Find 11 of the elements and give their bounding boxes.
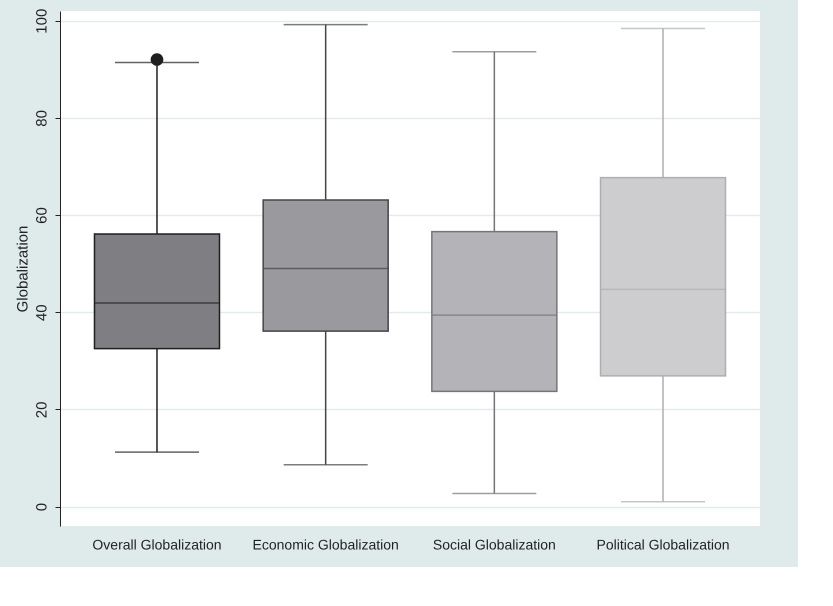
y-tick-label: 40 <box>34 304 50 322</box>
y-axis-title: Globalization <box>14 226 32 312</box>
x-tick-label: Social Globalization <box>432 536 556 552</box>
y-tick-label: 100 <box>34 8 50 34</box>
y-tick-label: 20 <box>34 402 50 418</box>
x-tick-label: Economic Globalization <box>252 536 399 552</box>
x-tick-label: Political Globalization <box>596 536 730 552</box>
y-tick-label: 60 <box>34 207 50 224</box>
x-tick-label: Overall Globalization <box>92 536 222 552</box>
y-tick-label: 0 <box>34 502 50 512</box>
y-tick-label: 80 <box>34 110 50 127</box>
